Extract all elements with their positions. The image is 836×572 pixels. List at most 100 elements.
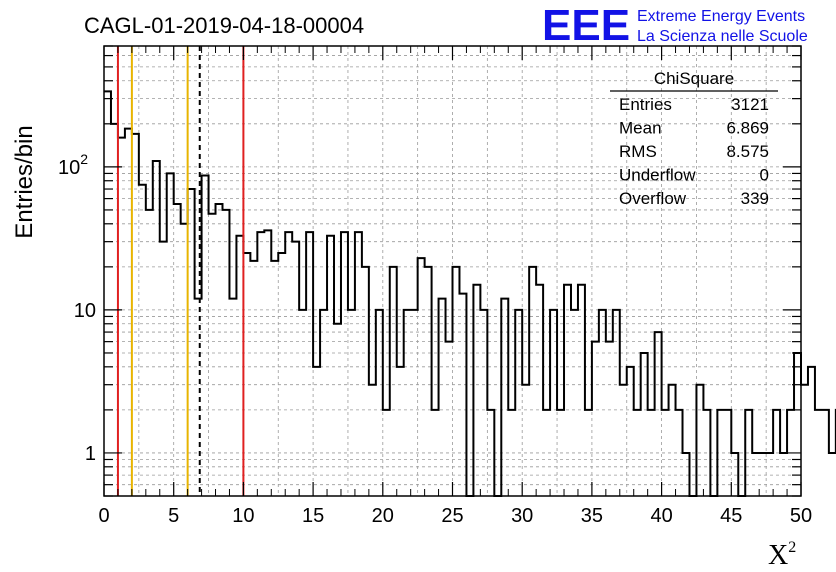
histogram-bin: [383, 410, 390, 496]
histogram-bin: [613, 310, 620, 496]
x-tick-label: 30: [511, 505, 533, 527]
histogram-bin: [397, 367, 404, 496]
histogram-bin: [425, 267, 432, 496]
marker-lines: [116, 46, 245, 496]
histogram-bin: [829, 453, 836, 496]
histogram-bin: [662, 410, 669, 496]
histogram-bin: [243, 253, 250, 496]
histogram-bin: [439, 299, 446, 496]
histogram-bin: [529, 267, 536, 496]
histogram-bin: [216, 204, 223, 496]
histogram-bin: [362, 267, 369, 496]
stats-label: Overflow: [619, 189, 687, 208]
histogram-bin: [627, 367, 634, 496]
histogram-bin: [181, 224, 188, 496]
histogram-bin: [522, 385, 529, 496]
stats-label: RMS: [619, 142, 657, 161]
histogram-bin: [446, 342, 453, 496]
histogram-bin: [648, 410, 655, 496]
histogram-bin: [487, 410, 494, 496]
histogram-bin: [167, 173, 174, 496]
x-tick-label: 25: [441, 505, 463, 527]
histogram-bin: [480, 310, 487, 496]
histogram-bin: [432, 410, 439, 496]
histogram-bin: [717, 410, 724, 496]
x-tick-label: 10: [232, 505, 254, 527]
histogram-bin: [773, 410, 780, 496]
histogram-bin: [153, 161, 160, 496]
x-tick-label: 0: [98, 505, 109, 527]
histogram-bin: [766, 453, 773, 496]
stats-label: Entries: [619, 95, 672, 114]
histogram-bin: [334, 324, 341, 496]
histogram-bin: [292, 242, 299, 496]
histogram-bin: [808, 367, 815, 496]
histogram-bin: [160, 242, 167, 496]
x-tick-label: 50: [790, 505, 812, 527]
histogram-bin: [209, 214, 216, 496]
histogram-bin: [369, 385, 376, 496]
x-tick-label: 35: [581, 505, 603, 527]
histogram-bin: [139, 185, 146, 496]
histogram-bin: [174, 204, 181, 496]
histogram-bin: [250, 261, 257, 496]
y-tick-label: 10: [74, 300, 96, 322]
eee-logo-text: EEE: [542, 1, 630, 50]
eee-logo: EEE Extreme Energy Events La Scienza nel…: [542, 1, 808, 50]
histogram-bin: [327, 236, 334, 496]
histogram-bin: [578, 285, 585, 496]
x-axis-title-base: X: [768, 540, 788, 571]
stats-value: 6.869: [726, 119, 769, 138]
histogram-bin: [703, 410, 710, 496]
histogram-bin: [257, 232, 264, 496]
x-axis-title-superscript: 2: [788, 539, 796, 556]
histogram-bin: [125, 129, 132, 496]
histogram-bin: [299, 310, 306, 496]
stats-value: 0: [760, 166, 769, 185]
histogram-bin: [564, 285, 571, 496]
histogram-bin: [557, 410, 564, 496]
stats-label: Underflow: [619, 166, 696, 185]
histogram-bin: [745, 410, 752, 496]
histogram-bin: [585, 410, 592, 496]
histogram-bin: [536, 285, 543, 496]
y-tick-label-exponent: 2: [80, 151, 88, 167]
histogram-bin: [641, 353, 648, 496]
histogram-bin: [236, 236, 243, 496]
histogram-bin: [550, 310, 557, 496]
histogram-bin: [606, 342, 613, 496]
histogram-bin: [355, 232, 362, 496]
x-tick-label: 5: [168, 505, 179, 527]
y-tick-label: 1: [85, 443, 96, 465]
histogram-bin: [118, 138, 125, 496]
histogram-bin: [655, 332, 662, 496]
y-tick-label: 102: [58, 151, 88, 179]
histogram-bin: [285, 232, 292, 496]
histogram-bin: [104, 91, 111, 496]
histogram-bin: [515, 310, 522, 496]
stats-value: 8.575: [726, 142, 769, 161]
histogram-bin: [634, 410, 641, 496]
histogram-bin: [404, 310, 411, 496]
y-tick-label-base: 10: [74, 300, 96, 322]
histogram-bin: [188, 189, 195, 496]
histogram-bin: [376, 310, 383, 496]
eee-logo-line1: Extreme Energy Events: [637, 8, 805, 25]
histogram-bin: [801, 385, 808, 496]
histogram-bin: [278, 253, 285, 496]
histogram-outline: [104, 90, 836, 497]
x-axis-title: X2: [768, 539, 796, 571]
stats-value: 339: [741, 189, 769, 208]
y-tick-label-base: 10: [58, 157, 80, 179]
histogram-bin: [815, 410, 822, 496]
y-tick-label-base: 1: [85, 443, 96, 465]
histogram-bin: [731, 453, 738, 496]
x-tick-label: 15: [302, 505, 324, 527]
histogram-bin: [759, 453, 766, 496]
stats-label: Mean: [619, 119, 662, 138]
histogram-bin: [348, 310, 355, 496]
eee-logo-line2: La Scienza nelle Scuole: [637, 28, 808, 45]
stats-value: 3121: [731, 95, 769, 114]
